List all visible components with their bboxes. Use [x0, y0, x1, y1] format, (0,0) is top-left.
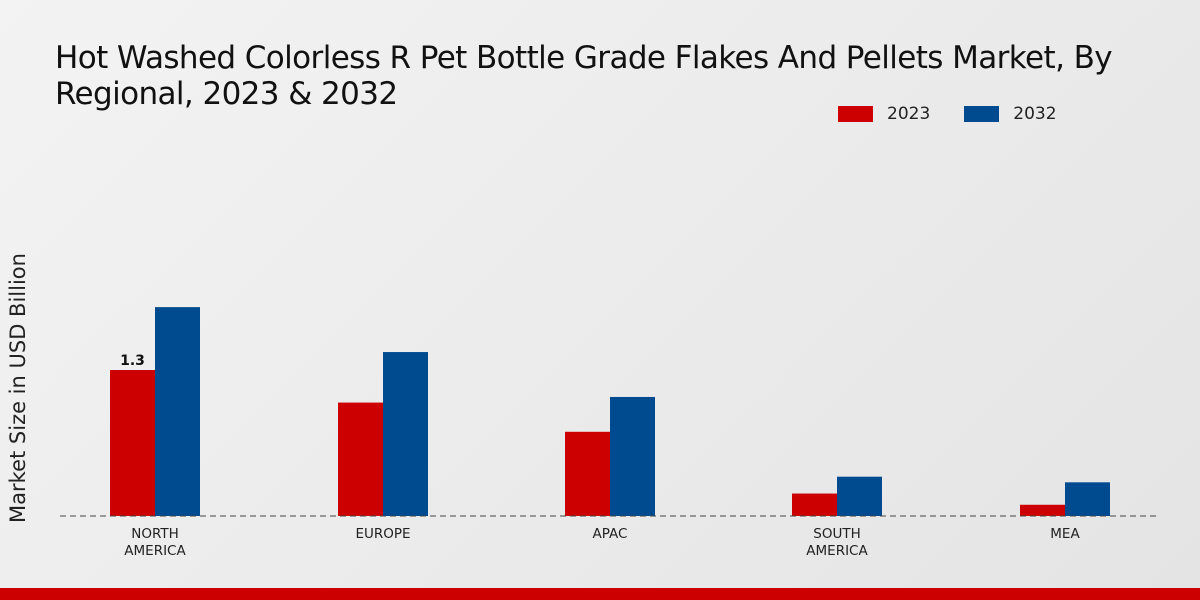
- bottom-bar: [0, 588, 1200, 600]
- legend-swatch-2032: [964, 106, 1000, 122]
- legend-item-2032: 2032: [964, 104, 1057, 124]
- x-tick-label: MEA: [1050, 526, 1080, 542]
- bar-2023-1: [338, 402, 383, 516]
- bar-2032-3: [837, 476, 882, 516]
- chart-title: Hot Washed Colorless R Pet Bottle Grade …: [55, 40, 1113, 112]
- bar-2023-4: [1020, 504, 1065, 516]
- legend-swatch-2023: [838, 106, 873, 122]
- bar-2032-1: [383, 352, 428, 516]
- bar-2032-4: [1065, 482, 1110, 516]
- bar-2023-0: [110, 370, 155, 516]
- data-label: 1.3: [120, 353, 145, 369]
- bar-2023-2: [565, 431, 610, 516]
- x-tick-label: EUROPE: [355, 526, 410, 542]
- x-tick-label: SOUTH AMERICA: [806, 526, 868, 559]
- legend-label-2023: 2023: [887, 104, 931, 124]
- x-tick-label: NORTH AMERICA: [124, 526, 186, 559]
- bar-2032-0: [155, 307, 200, 516]
- legend-item-2023: 2023: [838, 104, 930, 124]
- bar-2032-2: [610, 396, 655, 516]
- legend-label-2032: 2032: [1013, 104, 1057, 124]
- bar-2023-3: [792, 493, 837, 516]
- legend: 2023 2032: [838, 104, 1057, 124]
- x-tick-label: APAC: [593, 526, 628, 542]
